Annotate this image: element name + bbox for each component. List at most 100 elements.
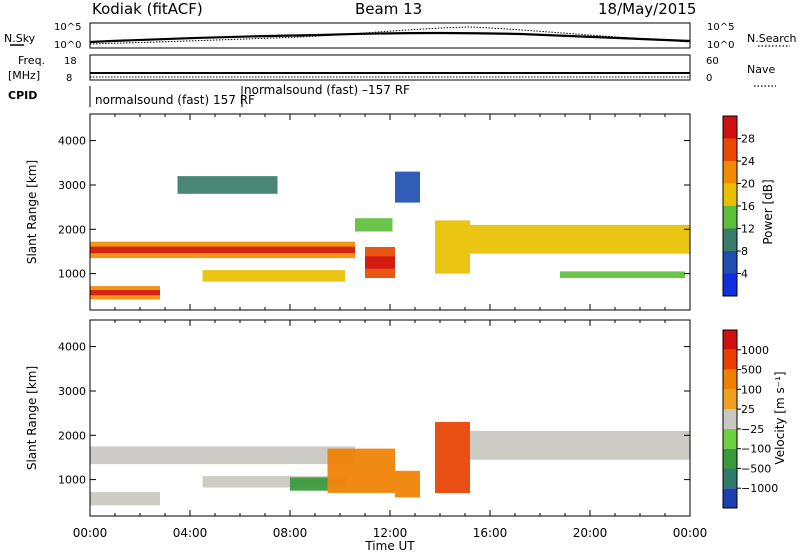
colorbar-tick-label: −500: [741, 462, 771, 475]
colorbar-segment: [723, 448, 737, 469]
nsky-trace: [89, 31, 691, 44]
power-marks: [90, 171, 690, 300]
colorbar-segment: [723, 273, 737, 296]
y-tick-label: 3000: [58, 385, 86, 398]
nsearch-tick-top: 10^5: [707, 22, 734, 33]
x-tick-label: 08:00: [273, 526, 308, 540]
cpid-panel: CPID normalsound (fast) 157 RF normalsou…: [8, 83, 410, 107]
nsearch-label: N.Search: [747, 32, 797, 45]
echo-band: [177, 176, 278, 194]
echo-band: [395, 171, 420, 203]
velocity-y-axis: 1000 2000 3000 4000: [58, 320, 691, 516]
colorbar-tick-label: 20: [741, 178, 755, 191]
echo-band-core: [90, 290, 160, 296]
colorbar-tick-label: 25: [741, 403, 755, 416]
colorbar-tick-label: 8: [741, 245, 748, 258]
echo-band: [327, 448, 395, 493]
colorbar-tick-label: −100: [741, 443, 771, 456]
colorbar-segment: [723, 349, 737, 370]
colorbar-segment: [723, 428, 737, 449]
colorbar-tick-label: 4: [741, 268, 748, 281]
echo-band: [435, 422, 470, 493]
echo-band: [560, 271, 685, 279]
nave-label: Nave: [747, 63, 775, 76]
echo-band: [202, 476, 345, 488]
velocity-colorbar: 1000 500 100 25 −25 −100 −500 −1000: [722, 329, 778, 509]
echo-band: [355, 218, 393, 232]
beam-title: Beam 13: [355, 0, 422, 18]
colorbar-segment: [723, 183, 737, 206]
freq-tick-top: 18: [64, 56, 77, 67]
nsearch-trace: [89, 26, 691, 45]
nsky-panel: N.Sky 10^5 10^0 N.Search 10^5 10^0: [4, 22, 797, 51]
colorbar-segment: [723, 116, 737, 139]
nsky-label: N.Sky: [4, 32, 36, 45]
echo-band-core: [365, 256, 395, 269]
y-tick-label: 2000: [58, 429, 86, 442]
colorbar-tick-label: 28: [741, 133, 755, 146]
colorbar-tick-label: 100: [741, 383, 762, 396]
colorbar-tick-label: 16: [741, 200, 755, 213]
echo-band: [470, 224, 690, 254]
y-tick-label: 4000: [58, 341, 86, 354]
echo-band: [435, 220, 470, 274]
colorbar-tick-label: 1000: [741, 344, 769, 357]
freq-tick-bottom: 8: [66, 73, 72, 84]
time-xlabel: Time UT: [364, 539, 415, 553]
echo-band: [202, 270, 345, 282]
power-colorbar-label: Power [dB]: [761, 179, 775, 244]
x-tick-label: 00:00: [73, 526, 108, 540]
power-y-axis: 1000 2000 3000 4000: [58, 114, 691, 310]
velocity-panel: 1000 2000 3000 4000 Slant Range [km] 1000 50…: [25, 319, 787, 553]
echo-band: [90, 492, 160, 506]
colorbar-segment: [723, 488, 737, 508]
y-tick-label: 2000: [58, 223, 86, 236]
colorbar-segment: [723, 161, 737, 184]
cpid-label: CPID: [8, 89, 37, 102]
colorbar-segment: [723, 138, 737, 161]
echo-band: [90, 446, 355, 465]
colorbar-segment: [723, 468, 737, 489]
nave-tick-bottom: 0: [706, 73, 712, 84]
colorbar-segment: [723, 251, 737, 274]
x-tick-label: 00:00: [673, 526, 708, 540]
x-tick-label: 20:00: [573, 526, 608, 540]
echo-band: [395, 470, 420, 498]
nsky-tick-top: 10^5: [54, 22, 81, 33]
power-panel: 1000 2000 3000 4000 Slant Range [km] 4 8 12 16…: [25, 113, 775, 311]
nsearch-tick-bottom: 10^0: [707, 40, 734, 51]
colorbar-segment: [723, 369, 737, 390]
y-tick-label: 1000: [58, 268, 86, 281]
echo-band: [470, 430, 690, 460]
nsky-tick-bottom: 10^0: [54, 40, 81, 51]
power-ylabel: Slant Range [km]: [25, 160, 39, 264]
time-x-axis: 00:00 04:00 08:00 12:00 16:00 20:00 00:00: [73, 526, 708, 540]
colorbar-frame: [722, 329, 738, 509]
x-tick-label: 16:00: [473, 526, 508, 540]
freq-unit: [MHz]: [8, 69, 40, 82]
velocity-marks: [90, 422, 690, 506]
cpid-entry-1: normalsound (fast) 157 RF: [95, 93, 255, 107]
power-colorbar: 4 8 12 16 20 24 28: [722, 115, 755, 297]
nave-tick-top: 60: [706, 56, 719, 67]
colorbar-segment: [723, 206, 737, 229]
colorbar-tick-label: 500: [741, 364, 762, 377]
echo-band: [290, 477, 328, 491]
echo-band-core: [90, 246, 355, 254]
y-tick-label: 4000: [58, 135, 86, 148]
freq-label: Freq.: [18, 54, 45, 67]
colorbar-segment: [723, 330, 737, 350]
colorbar-segment: [723, 228, 737, 251]
velocity-ylabel: Slant Range [km]: [25, 366, 39, 470]
x-tick-label: 04:00: [173, 526, 208, 540]
date-title: 18/May/2015: [598, 0, 696, 18]
velocity-colorbar-label: Velocity [m s⁻¹]: [773, 371, 787, 464]
colorbar-tick-label: −25: [741, 423, 764, 436]
colorbar-segment: [723, 409, 737, 429]
colorbar-tick-label: 12: [741, 223, 755, 236]
y-tick-label: 1000: [58, 474, 86, 487]
y-tick-label: 3000: [58, 179, 86, 192]
freq-panel: Freq. [MHz] 18 8 Nave 60 0: [8, 54, 776, 87]
x-tick-label: 12:00: [373, 526, 408, 540]
